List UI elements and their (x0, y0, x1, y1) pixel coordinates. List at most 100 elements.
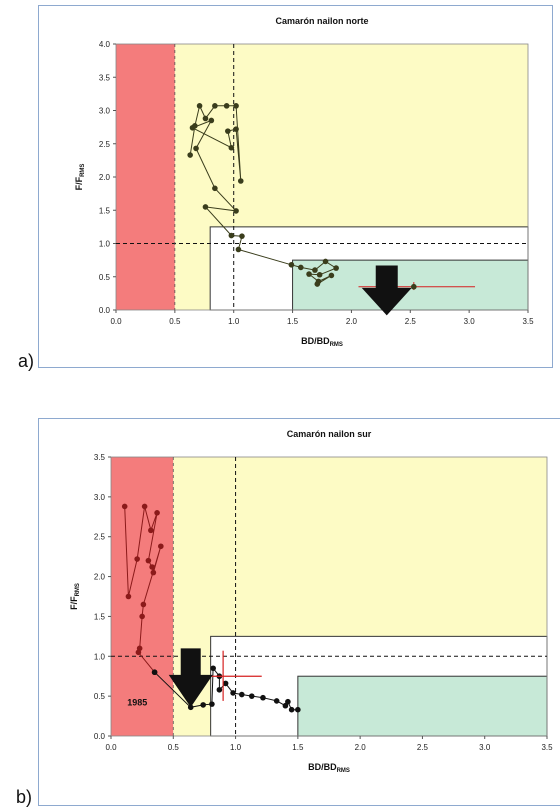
chart-b-x-axis-label-sub: RMS (337, 768, 350, 774)
chart-b-x-tick-label: 3.5 (541, 743, 553, 752)
chart-a-y-tick-label: 3.0 (99, 107, 111, 116)
chart-b-series-0-point (158, 543, 164, 550)
chart-b-series-1-point (187, 704, 194, 711)
chart-b-series-1-point (200, 702, 206, 708)
chart-a-series-0-point (193, 145, 199, 152)
chart-a-x-tick-label: 3.0 (464, 317, 476, 326)
chart-b-plot-frame (110, 456, 548, 737)
chart-a-canvas: 0.0 0.5 1.0 1.5 2.0 2.5 3.0 3.5 0.0 0.5 1.0 1.5 2.0 2… (74, 16, 534, 348)
chart-a-y-tick-label: 4.0 (99, 40, 111, 49)
chart-a-x-axis-label-sub: RMS (330, 342, 343, 348)
chart-a-series-0-point (314, 281, 321, 287)
chart-b-series-1-point (288, 706, 295, 713)
chart-a-x-tick-label: 1.0 (228, 317, 240, 326)
chart-a-series-0-point (298, 264, 304, 271)
chart-b-series-0-point (149, 564, 155, 570)
chart-b-series-0-point (154, 510, 160, 516)
chart-a-series-0-point (225, 128, 231, 134)
chart-a-series-0-point (223, 103, 230, 109)
chart-a-series-0-point (196, 103, 203, 109)
chart-b-series-0-point (148, 527, 154, 534)
chart-a-y-tick-label: 3.5 (99, 73, 111, 82)
chart-b-y-tick-label: 3.0 (94, 493, 106, 502)
chart-b-canvas: 0.0 0.5 1.0 1.5 2.0 2.5 3.0 3.5 0.0 0.5 1.0 1.5 2.0 2… (69, 429, 553, 774)
chart-a-series-0-point (228, 144, 235, 151)
chart-b-x-tick-label: 3.0 (479, 743, 491, 752)
chart-b-series-1-point (260, 694, 266, 701)
chart-a-series-0-point (237, 178, 244, 184)
chart-b-x-axis-label: BD/BDRMS (308, 762, 350, 774)
chart-a-series-0-point (228, 232, 235, 239)
chart-b-y-tick-label: 1.5 (94, 612, 106, 621)
chart-a-series-0-point (233, 126, 239, 132)
chart-b-series-0-point (134, 556, 140, 562)
chart-a-y-tick-label: 1.0 (99, 240, 111, 249)
panel-letter-a: a) (18, 351, 35, 371)
chart-b-series-0-point (135, 649, 142, 656)
chart-a-y-tick-label: 0.5 (99, 273, 111, 282)
chart-a-series-0-point (322, 258, 329, 265)
chart-a-y-tick-label: 0.0 (99, 306, 111, 315)
chart-b-series-1-point (295, 706, 301, 713)
chart-a-series-0-point (208, 117, 215, 124)
chart-b-x-tick-label: 1.0 (230, 743, 242, 752)
chart-b-series-0-point (139, 613, 145, 620)
chart-a-series-0-point (239, 233, 245, 239)
chart-b-y-axis-label: F/FRMS (69, 583, 81, 610)
chart-a-series-0-point (316, 271, 323, 278)
chart-a-series-0-point (187, 152, 193, 158)
chart-a-series-0-point (306, 271, 312, 277)
chart-a-y-axis-label: F/FRMS (74, 164, 86, 191)
chart-a-series-0-point (212, 103, 218, 109)
chart-panel-a: 0.0 0.5 1.0 1.5 2.0 2.5 3.0 3.5 0.0 0.5 1.0 1.5 2.0 2… (38, 5, 553, 368)
chart-b-series-0-point (125, 593, 132, 600)
chart-b-year-label: 1985 (127, 698, 147, 708)
chart-a-series-0-point (328, 272, 335, 279)
chart-b-series-1-point (209, 701, 215, 707)
chart-b-series-0-point (121, 503, 128, 510)
chart-b-y-tick-label: 3.5 (94, 453, 106, 462)
chart-b-zone-collapse (111, 457, 174, 736)
chart-a-x-tick-label: 2.5 (405, 317, 417, 326)
chart-b-series-0-point (141, 503, 148, 510)
chart-a-zone-collapse (116, 44, 175, 310)
panel-letter-b: b) (16, 787, 33, 807)
chart-b-series-1-point (248, 693, 255, 699)
chart-b-y-tick-label: 0.0 (94, 732, 106, 741)
chart-b-trend-arrow (168, 648, 213, 708)
chart-b-x-tick-label: 0.5 (168, 743, 180, 752)
chart-b-x-tick-label: 0.0 (105, 743, 117, 752)
chart-b-series-0-point (140, 601, 147, 608)
chart-b-y-tick-label: 1.0 (94, 652, 106, 661)
chart-a-x-tick-label: 1.5 (287, 317, 299, 326)
chart-b-series-1-point (273, 698, 280, 704)
chart-a-series-0-point (189, 124, 196, 131)
chart-b-y-axis-label-sub: RMS (75, 583, 81, 596)
chart-b-series-1-point (216, 686, 223, 693)
chart-b-series-1-point (285, 698, 291, 705)
chart-a-y-axis-label-sub: RMS (80, 164, 86, 177)
chart-b-y-tick-label: 2.0 (94, 573, 106, 582)
chart-a-series-0-point (202, 115, 209, 122)
chart-b-y-tick-label: 2.5 (94, 533, 106, 542)
chart-a-x-tick-label: 0.0 (110, 317, 122, 326)
chart-a-zone-underexploited (292, 259, 529, 311)
chart-a-y-tick-label: 1.5 (99, 206, 111, 215)
chart-b-y-tick-label: 0.5 (94, 692, 106, 701)
chart-a-series-0-point (288, 261, 295, 268)
chart-b-x-tick-label: 1.5 (292, 743, 304, 752)
chart-a-x-tick-label: 3.5 (522, 317, 534, 326)
chart-a-trend-arrow (361, 265, 412, 316)
chart-a-final-point (411, 283, 417, 290)
chart-a-series-0-point (233, 208, 239, 214)
chart-a-x-tick-label: 0.5 (169, 317, 181, 326)
chart-a-series-0-point (202, 204, 209, 210)
chart-b-title: Camarón nailon sur (287, 429, 372, 439)
chart-b-series-1-point (230, 690, 236, 696)
chart-a-x-tick-label: 2.0 (346, 317, 358, 326)
chart-a-series-0-point (235, 246, 242, 253)
chart-a-series-0-point (333, 265, 339, 271)
chart-panel-b: 0.0 0.5 1.0 1.5 2.0 2.5 3.0 3.5 0.0 0.5 1.0 1.5 2.0 2… (38, 418, 560, 806)
chart-b-series-1-point (282, 702, 289, 709)
chart-b-zone-underexploited (297, 675, 548, 737)
